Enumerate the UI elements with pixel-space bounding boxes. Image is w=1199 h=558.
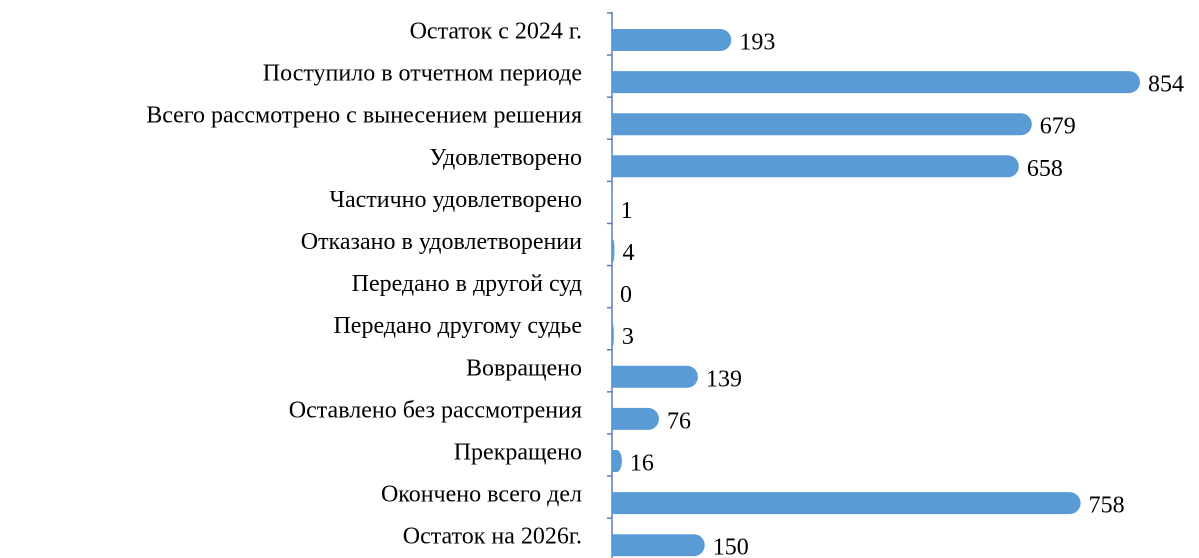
bar: [612, 113, 1032, 136]
value-label: 1: [621, 198, 633, 224]
bar: [612, 450, 622, 472]
category-label: Оставлено без рассмотрения: [289, 397, 582, 423]
bar: [612, 29, 732, 51]
value-label: 193: [739, 30, 775, 56]
value-label: 658: [1027, 156, 1063, 182]
category-label: Остаток на 2026г.: [403, 524, 582, 550]
category-label: Передано в другой суд: [352, 271, 582, 297]
bar: [612, 239, 615, 262]
bar: [612, 365, 698, 388]
bar: [612, 407, 659, 430]
value-label: 854: [1148, 72, 1184, 98]
category-label: Частично удовлетворено: [329, 187, 582, 213]
category-label: Вовращено: [466, 355, 582, 381]
value-label: 150: [713, 535, 749, 558]
value-label: 679: [1040, 114, 1076, 140]
category-label: Поступило в отчетном периоде: [263, 61, 582, 87]
bar: [612, 323, 614, 346]
category-label: Передано другому судье: [333, 313, 582, 339]
category-label: Отказано в удовлетворении: [301, 229, 582, 255]
category-label: Окончено всего дел: [381, 482, 582, 508]
bar: [612, 155, 1019, 178]
bar: [612, 197, 613, 220]
bar: [612, 492, 1081, 515]
value-label: 3: [622, 324, 634, 350]
category-label: Прекращено: [454, 440, 582, 466]
value-label: 0: [620, 282, 632, 308]
bar: [612, 534, 705, 557]
bar: [612, 71, 1140, 94]
value-label: 4: [622, 240, 634, 266]
category-label: Всего рассмотрено с вынесением решения: [146, 103, 582, 129]
value-label: 758: [1089, 493, 1125, 519]
value-label: 76: [667, 408, 691, 434]
value-label: 16: [630, 451, 654, 477]
category-label: Остаток с 2024 г.: [410, 19, 582, 45]
category-label: Удовлетворено: [429, 145, 582, 171]
value-label: 139: [706, 366, 742, 392]
